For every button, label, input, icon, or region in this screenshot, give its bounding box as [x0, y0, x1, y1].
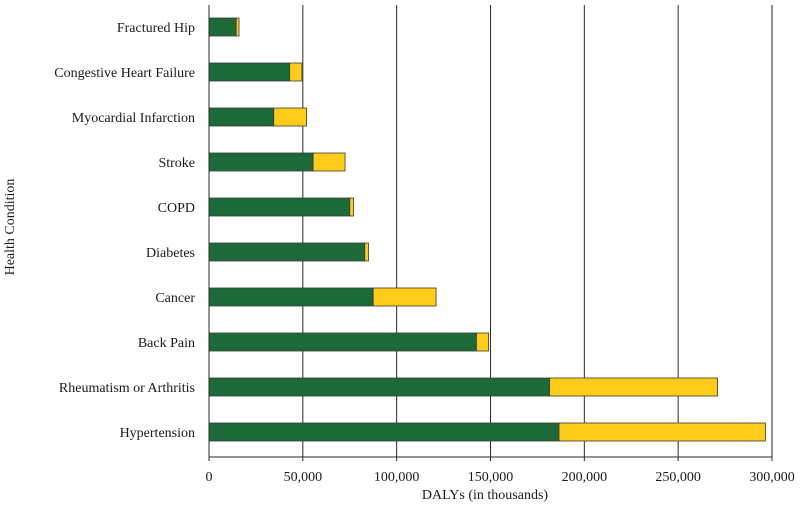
bar-2-rheumatism-or-arthritis [549, 377, 718, 397]
x-axis-title: DALYs (in thousands) [422, 488, 548, 503]
x-tick-label: 100,000 [374, 470, 420, 485]
category-labels: Fractured Hip Congestive Heart Failure Myo… [54, 21, 195, 441]
bar-2-copd [349, 197, 354, 217]
bar-2-congestive-heart-failure [289, 62, 303, 82]
bar-1-rheumatism-or-arthritis [208, 377, 551, 397]
bar-2-fractured-hip [235, 17, 240, 37]
category-label: COPD [158, 201, 195, 216]
category-label: Fractured Hip [117, 21, 195, 36]
bar-1-copd [208, 197, 351, 217]
bar-1-hypertension [208, 422, 560, 442]
x-tick-label: 250,000 [655, 470, 701, 485]
category-label: Hypertension [120, 426, 195, 441]
category-label: Congestive Heart Failure [54, 66, 195, 81]
category-label: Stroke [158, 156, 195, 171]
bar-2-stroke [312, 152, 346, 172]
category-label: Back Pain [138, 336, 195, 351]
x-tick-label: 50,000 [284, 470, 323, 485]
bar-1-stroke [208, 152, 314, 172]
y-axis-title: Health Condition [3, 179, 18, 276]
bar-1-fractured-hip [208, 17, 237, 37]
category-label: Myocardial Infarction [72, 111, 195, 126]
bar-2-hypertension [558, 422, 766, 442]
category-label: Rheumatism or Arthritis [59, 381, 195, 396]
x-tick-label: 300,000 [749, 470, 795, 485]
x-tick-labels: 0 50,000 100,000 150,000 200,000 250,000 300,0… [206, 470, 795, 485]
x-tick-label: 200,000 [562, 470, 608, 485]
bar-1-myocardial-infarction [208, 107, 275, 127]
axes [208, 5, 773, 461]
bar-1-congestive-heart-failure [208, 62, 291, 82]
bar-2-cancer [372, 287, 437, 307]
bar-1-diabetes [208, 242, 366, 262]
category-label: Cancer [155, 291, 195, 306]
x-tick-label: 0 [206, 470, 213, 485]
bar-2-diabetes [364, 242, 369, 262]
bar-2-myocardial-infarction [273, 107, 307, 127]
category-label: Diabetes [146, 246, 195, 261]
bars [208, 17, 766, 442]
x-tick-label: 150,000 [468, 470, 514, 485]
bar-1-cancer [208, 287, 374, 307]
bar-1-back-pain [208, 332, 477, 352]
bar-2-back-pain [476, 332, 490, 352]
